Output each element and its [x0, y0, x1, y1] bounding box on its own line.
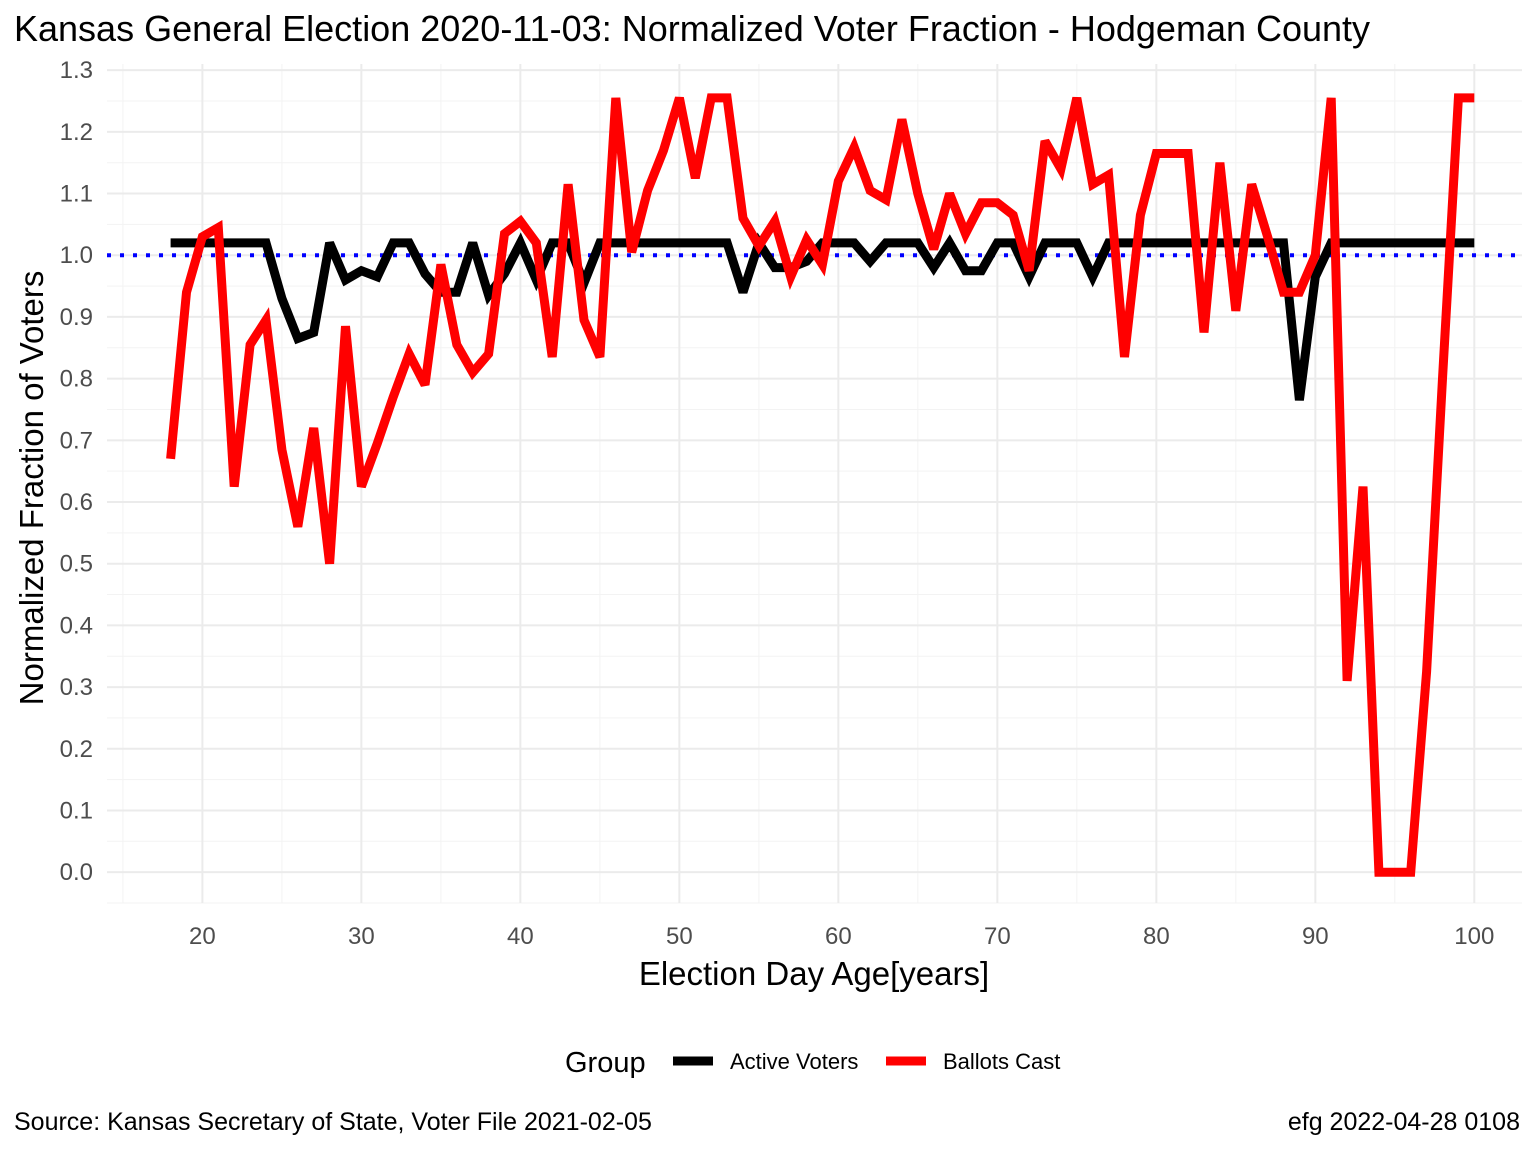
y-axis-ticks: 0.0 0.1 0.2 0.3 0.4 0.5 0.6 0.7 0.8 0.9 1.0 1.1 1.2 1…: [60, 57, 93, 886]
x-tick-label: 50: [666, 923, 693, 950]
y-tick-label: 0.9: [60, 304, 93, 331]
y-tick-label: 0.4: [60, 612, 93, 639]
legend-label-active-voters: Active Voters: [730, 1049, 858, 1074]
source-caption: Source: Kansas Secretary of State, Voter…: [14, 1108, 652, 1136]
legend-title: Group: [565, 1047, 646, 1079]
y-tick-label: 0.2: [60, 736, 93, 763]
y-tick-label: 0.6: [60, 489, 93, 516]
y-tick-label: 1.1: [60, 181, 93, 208]
author-caption: efg 2022-04-28 0108: [1287, 1108, 1520, 1136]
x-tick-label: 80: [1143, 923, 1170, 950]
y-tick-label: 1.2: [60, 119, 93, 146]
y-tick-label: 1.3: [60, 57, 93, 84]
chart-title: Kansas General Election 2020-11-03: Norm…: [14, 8, 1371, 49]
y-axis-title: Normalized Fraction of Voters: [13, 271, 50, 706]
y-tick-label: 0.1: [60, 797, 93, 824]
x-tick-label: 60: [825, 923, 852, 950]
y-tick-label: 0.7: [60, 427, 93, 454]
x-tick-label: 100: [1454, 923, 1494, 950]
y-tick-label: 0.8: [60, 366, 93, 393]
x-tick-label: 20: [189, 923, 216, 950]
y-tick-label: 0.0: [60, 859, 93, 886]
x-tick-label: 70: [984, 923, 1011, 950]
series-line-ballots-cast: [166, 93, 1475, 877]
x-tick-label: 30: [348, 923, 375, 950]
series-layer: [166, 93, 1475, 877]
legend: Group Active Voters Ballots Cast: [565, 1047, 1060, 1079]
x-axis-ticks: 20 30 40 50 60 70 80 90 100: [189, 923, 1494, 950]
x-tick-label: 90: [1302, 923, 1329, 950]
legend-label-ballots-cast: Ballots Cast: [943, 1049, 1060, 1074]
y-tick-label: 0.3: [60, 674, 93, 701]
x-tick-label: 40: [507, 923, 534, 950]
y-tick-label: 1.0: [60, 242, 93, 269]
x-axis-title: Election Day Age[years]: [639, 955, 989, 992]
y-tick-label: 0.5: [60, 551, 93, 578]
